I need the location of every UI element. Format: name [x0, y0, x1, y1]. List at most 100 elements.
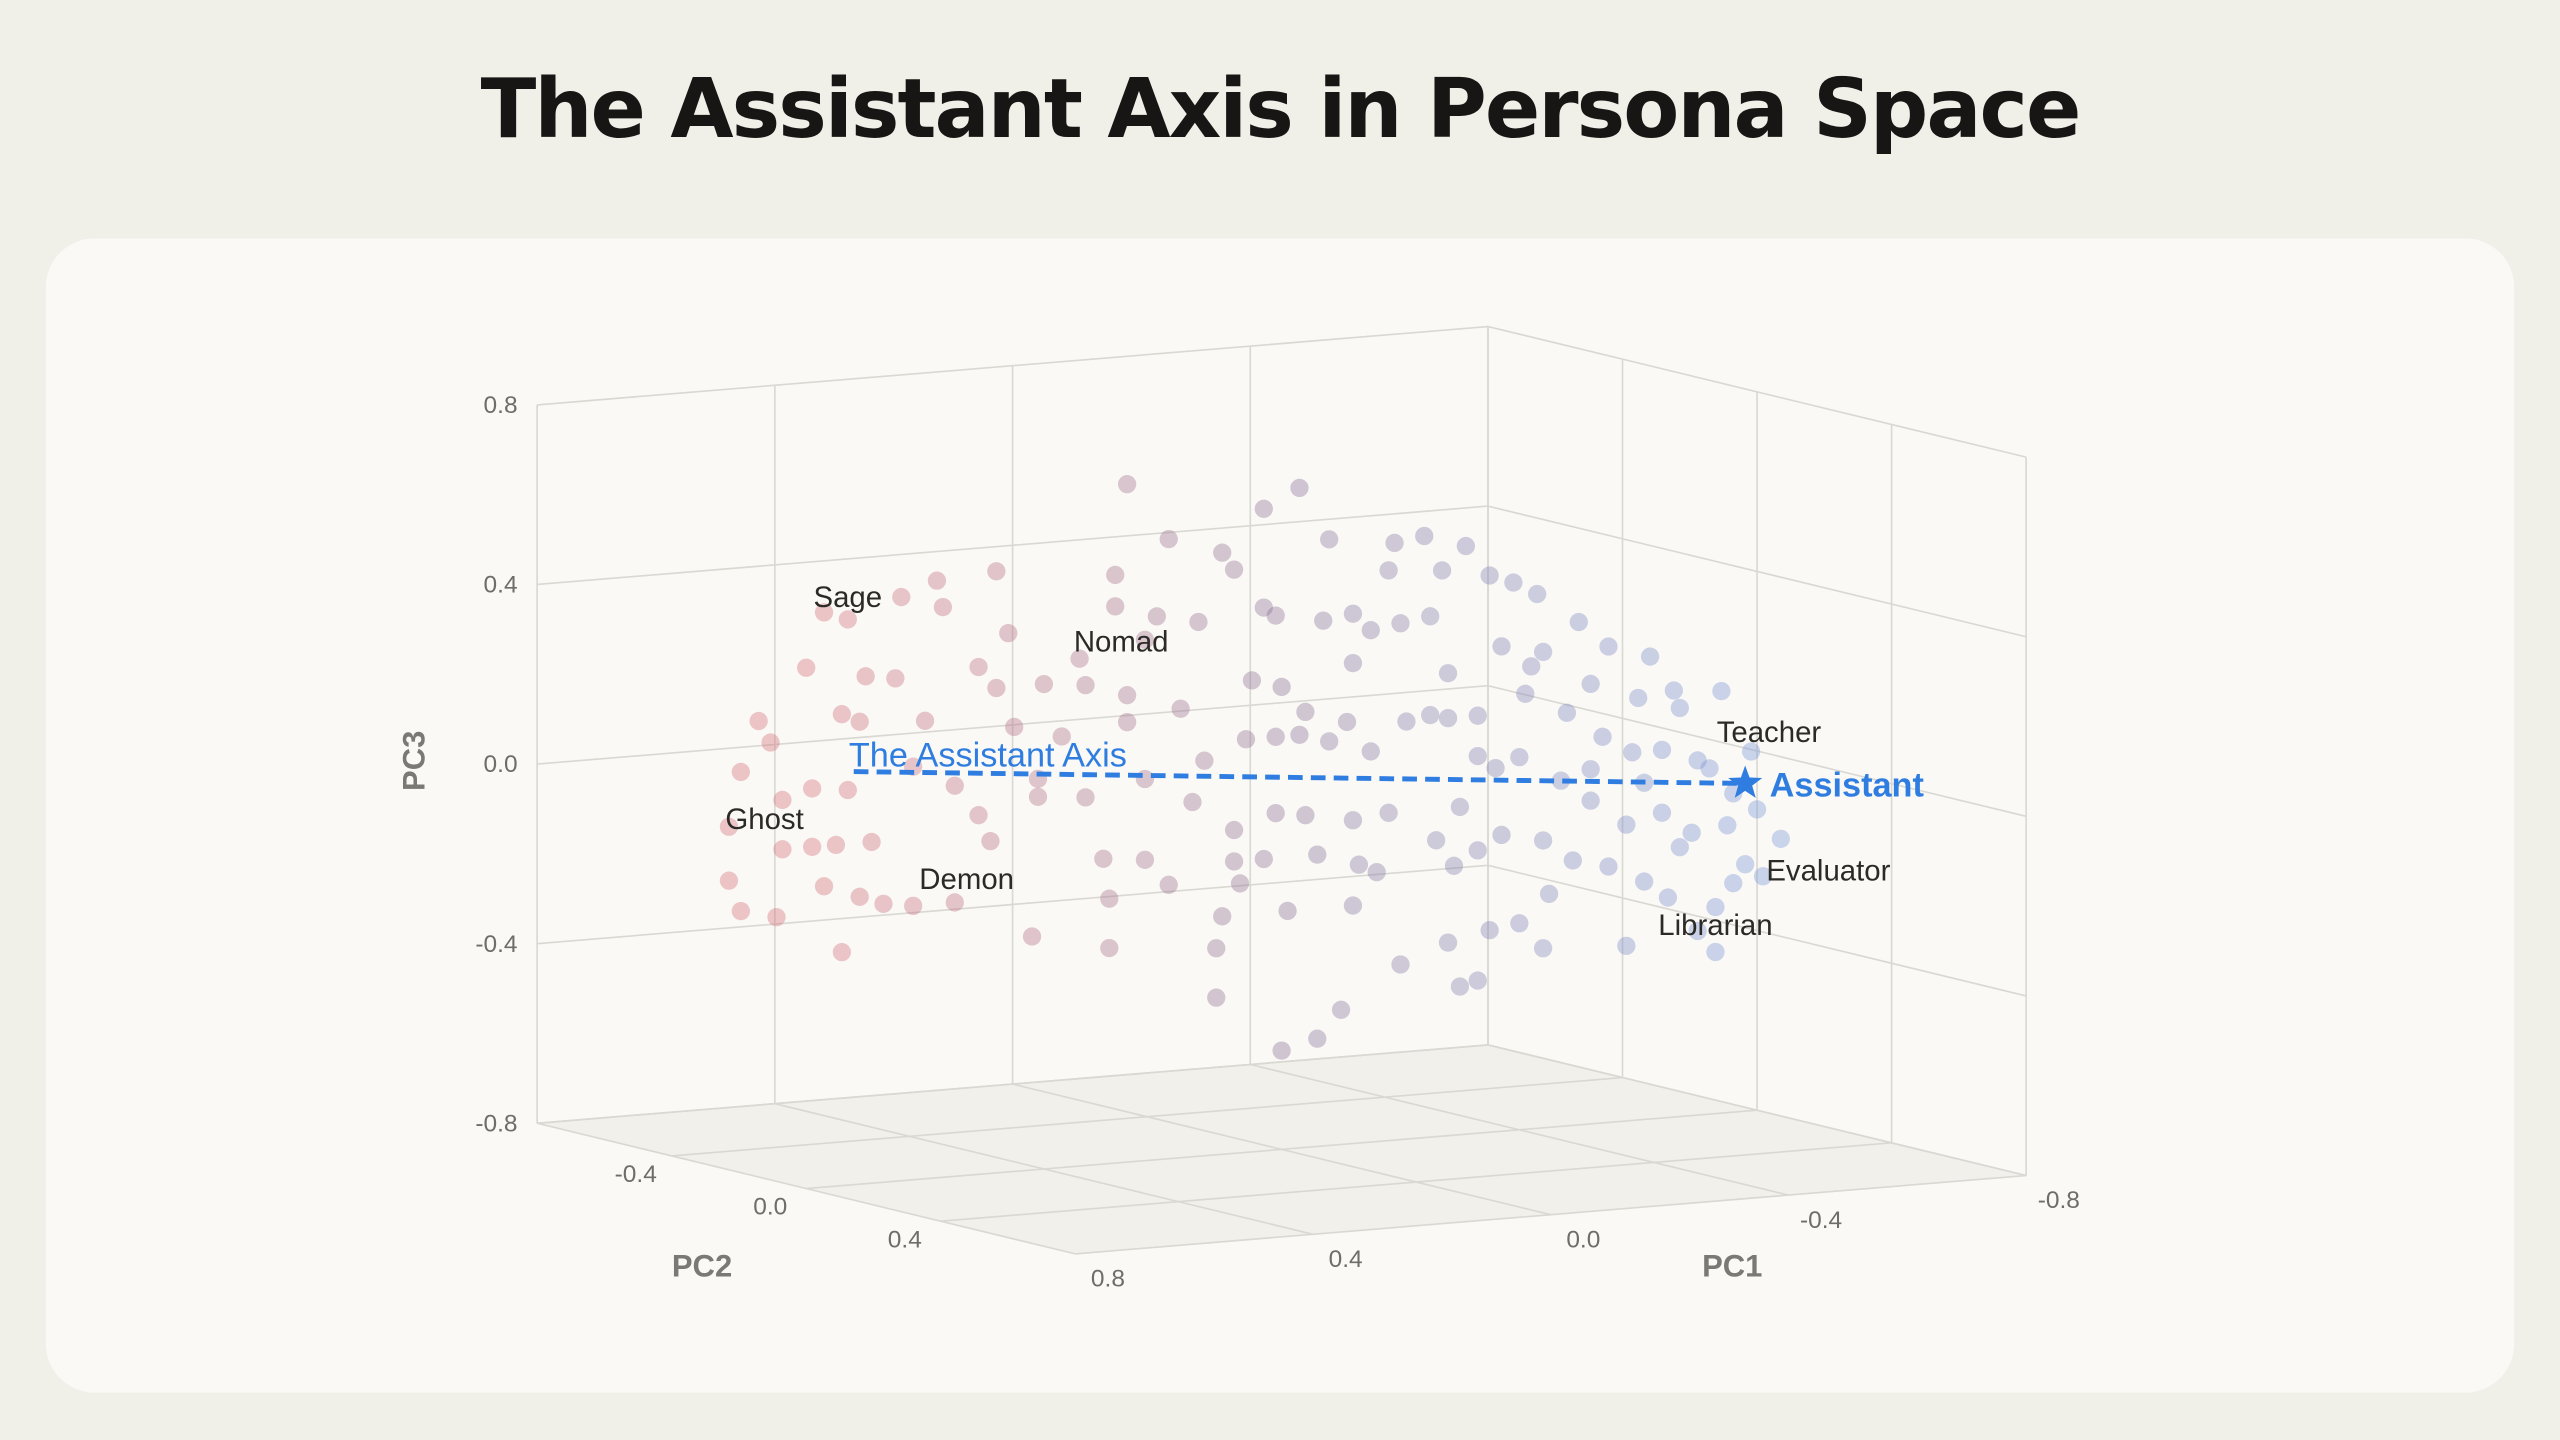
tick-labels: 0.8 0.4 0.0 -0.4 -0.8 -0.4 0.0 0.4 0.8 0.4 0.0 -0.4…: [396, 392, 2079, 1292]
data-point: [1385, 533, 1404, 553]
pc1-tick-label: 0.4: [1329, 1246, 1363, 1273]
data-point: [1581, 674, 1600, 694]
data-point: [1397, 712, 1416, 731]
data-point: [1207, 988, 1226, 1007]
data-point: [1266, 803, 1285, 823]
data-point: [1147, 607, 1166, 626]
data-point: [987, 562, 1006, 581]
data-point: [1290, 725, 1309, 744]
pc1-tick-label: -0.4: [1800, 1207, 1842, 1234]
data-point: [1712, 681, 1731, 701]
pc2-axis-label: PC2: [672, 1249, 732, 1284]
persona-label: Demon: [919, 863, 1014, 896]
data-point: [892, 587, 911, 607]
data-point: [1664, 681, 1684, 700]
data-point: [1427, 831, 1446, 850]
data-point: [1361, 742, 1380, 761]
data-point: [773, 840, 792, 859]
data-point: [832, 943, 852, 962]
data-point: [1207, 939, 1226, 958]
left-wall-gridline: [537, 684, 1489, 765]
pc2-tick-label: 0.0: [753, 1194, 787, 1221]
data-point: [1320, 732, 1339, 751]
pc3-axis-label: PC3: [396, 731, 431, 791]
pc3-tick-label: 0.4: [484, 572, 518, 599]
data-point: [761, 733, 780, 752]
data-point: [1468, 706, 1487, 725]
data-point: [1117, 712, 1137, 732]
data-point: [1688, 921, 1707, 941]
pc1-tick-label: 0.0: [1566, 1226, 1600, 1253]
data-point: [1254, 499, 1273, 518]
data-point: [850, 887, 869, 906]
data-point: [1468, 971, 1487, 990]
persona-label: Ghost: [725, 803, 803, 836]
right-wall-gridline: [1487, 505, 2027, 638]
data-point: [1005, 717, 1024, 737]
data-point: [1670, 838, 1689, 857]
pc3-tick-label: 0.0: [484, 751, 518, 778]
data-point: [1593, 727, 1612, 746]
data-point: [1528, 584, 1547, 604]
data-point: [1343, 896, 1363, 915]
data-point: [1391, 955, 1410, 974]
data-point: [1438, 664, 1458, 683]
data-point: [1670, 698, 1689, 718]
pc1-tick-label: -0.8: [2038, 1187, 2080, 1214]
assistant-axis: The Assistant Axis Assistant: [849, 737, 1924, 805]
data-point: [1557, 703, 1577, 722]
data-point: [1343, 811, 1363, 830]
data-point: [1022, 927, 1042, 946]
page-title: The Assistant Axis in Persona Space: [480, 62, 2082, 157]
data-point: [969, 657, 988, 677]
data-point: [1533, 831, 1553, 850]
data-point: [1468, 841, 1487, 860]
data-point: [1337, 712, 1357, 732]
data-point: [886, 669, 905, 688]
data-point: [933, 597, 953, 617]
data-point: [1421, 705, 1440, 725]
data-point: [969, 806, 988, 825]
data-point: [1581, 791, 1600, 810]
data-point: [1254, 849, 1273, 869]
data-point: [803, 779, 822, 798]
data-point: [1135, 850, 1155, 869]
data-point: [797, 658, 816, 677]
data-point: [1741, 742, 1761, 761]
data-point: [1736, 855, 1755, 874]
data-point: [1266, 606, 1285, 625]
data-point: [803, 837, 822, 857]
data-point: [719, 817, 739, 836]
data-point: [1296, 702, 1315, 722]
data-point: [731, 901, 750, 921]
data-point: [1504, 573, 1523, 592]
right-wall-gridline: [1487, 325, 2027, 458]
data-point: [1753, 867, 1773, 886]
data-point: [1076, 788, 1095, 807]
left-wall-gridline: [537, 505, 1489, 586]
data-point: [1652, 740, 1672, 760]
data-point: [915, 711, 935, 730]
data-point: [1569, 612, 1588, 632]
data-point: [1617, 936, 1636, 956]
data-point: [1480, 921, 1499, 940]
data-point: [749, 711, 768, 731]
data-point: [1195, 751, 1214, 770]
data-point: [1320, 530, 1339, 549]
data-point: [1100, 938, 1119, 958]
floor-gridline: [1075, 1174, 2027, 1255]
data-point: [1171, 699, 1190, 718]
pc2-tick-label: 0.4: [888, 1226, 922, 1253]
data-point: [814, 877, 834, 896]
data-point: [1533, 642, 1553, 662]
data-point: [1278, 901, 1297, 921]
data-point: [826, 835, 846, 855]
data-point: [1492, 637, 1511, 656]
floor-gridline: [940, 1142, 1892, 1223]
data-point: [1242, 671, 1262, 690]
data-point: [1100, 889, 1119, 908]
data-point: [1438, 933, 1458, 952]
data-point: [1421, 607, 1440, 626]
assistant-star-icon: [1728, 765, 1763, 798]
